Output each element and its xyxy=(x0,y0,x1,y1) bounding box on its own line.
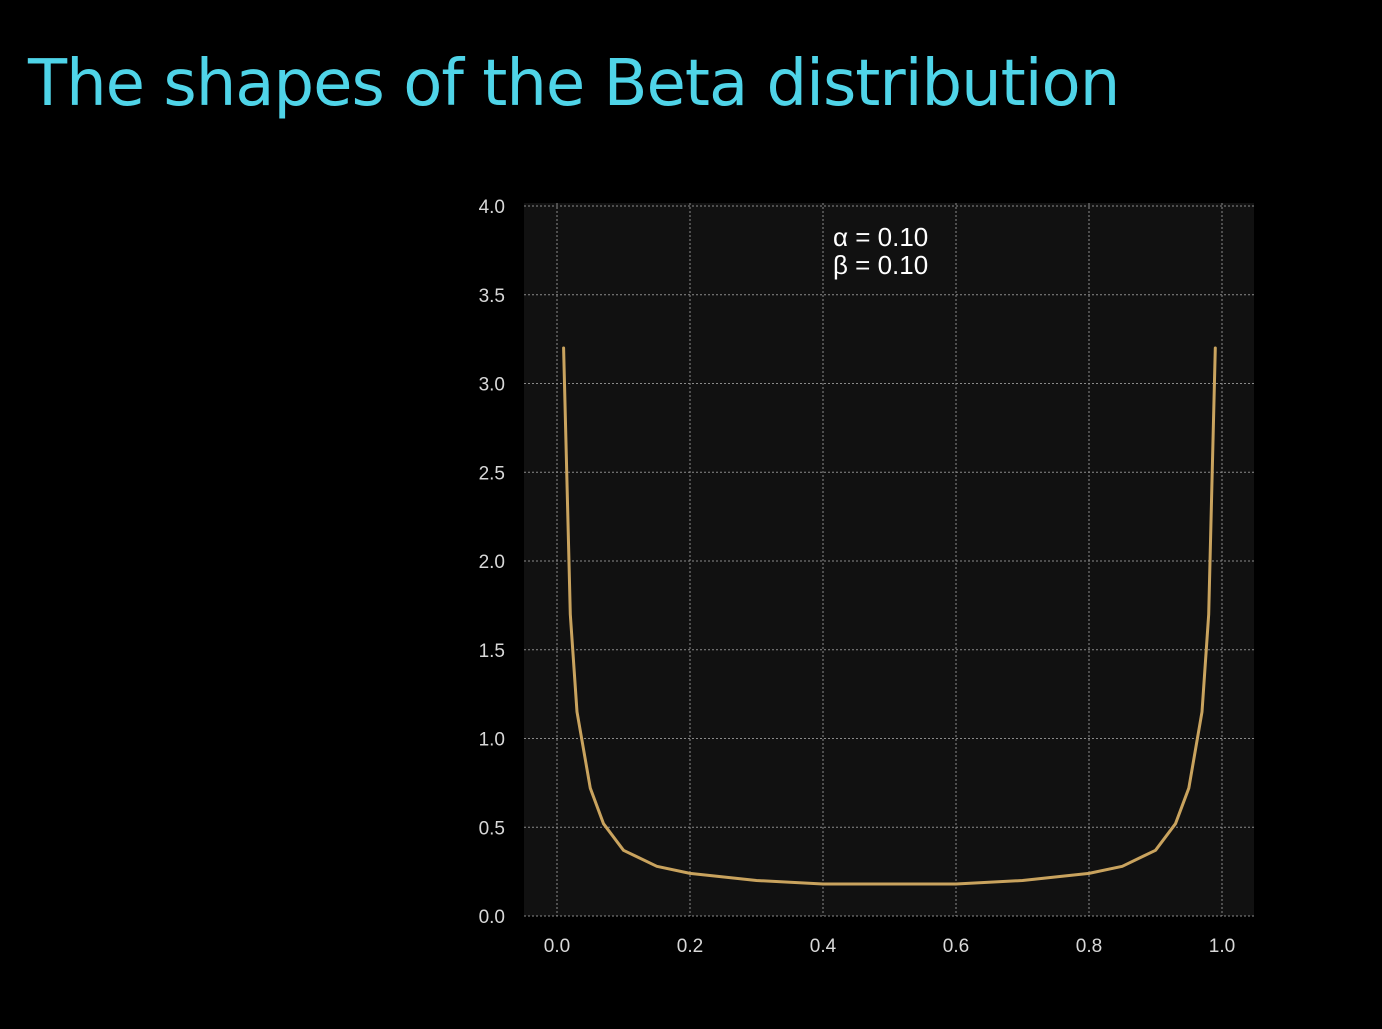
x-tick-label: 0.0 xyxy=(544,936,570,957)
slide-title: The shapes of the Beta distribution xyxy=(28,47,1120,121)
y-tick-label: 2.0 xyxy=(479,552,505,573)
y-tick-label: 1.0 xyxy=(479,730,505,751)
x-tick-label: 0.6 xyxy=(943,936,969,957)
y-tick-label: 4.0 xyxy=(479,197,505,218)
annotation-alpha: α = 0.10 xyxy=(833,222,928,252)
y-tick-label: 0.0 xyxy=(479,907,505,928)
y-tick-label: 0.5 xyxy=(479,818,505,839)
x-tick-label: 1.0 xyxy=(1209,936,1235,957)
axis-ticks: 0.0 0.2 0.4 0.6 0.8 1.0 0.0 0.5 1.0 1.5 2.0 2.5 3.0 3… xyxy=(479,197,1236,957)
grid xyxy=(524,203,1254,917)
x-tick-label: 0.2 xyxy=(677,936,703,957)
y-tick-label: 2.5 xyxy=(479,463,505,484)
y-tick-label: 1.5 xyxy=(479,641,505,662)
series-line xyxy=(562,346,1217,886)
annotation-beta: β = 0.10 xyxy=(833,250,928,280)
y-tick-label: 3.5 xyxy=(479,286,505,307)
plot-area xyxy=(524,203,1254,916)
x-tick-label: 0.4 xyxy=(810,936,837,957)
y-tick-label: 3.0 xyxy=(479,375,505,396)
x-tick-label: 0.8 xyxy=(1076,936,1102,957)
